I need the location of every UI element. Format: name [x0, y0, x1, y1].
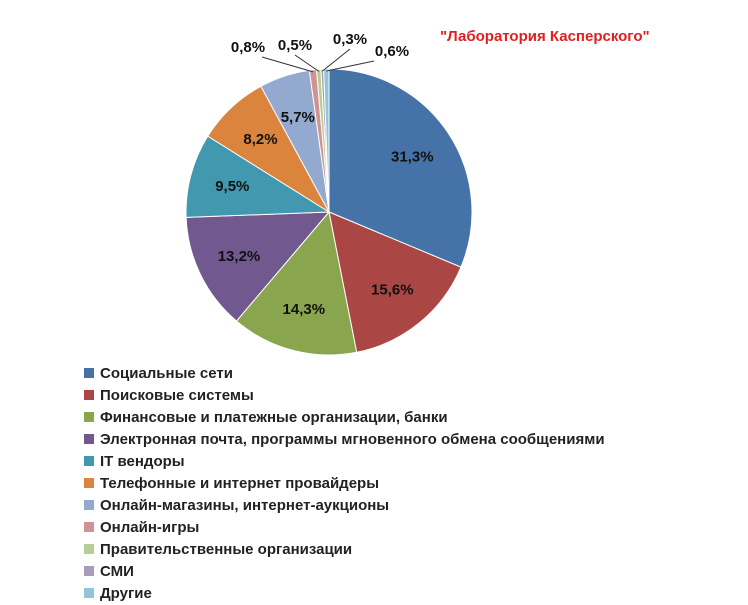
- legend-swatch: [84, 544, 94, 554]
- legend-item: Правительственные организации: [84, 538, 605, 560]
- legend-swatch: [84, 456, 94, 466]
- legend-label: Правительственные организации: [100, 540, 353, 558]
- leader-line: [261, 56, 314, 73]
- pie-slice: [328, 68, 473, 268]
- legend-label: Онлайн-магазины, интернет-аукционы: [100, 496, 390, 514]
- legend-label: Другие: [100, 584, 152, 602]
- slice-label: 0,8%: [231, 39, 265, 56]
- pie-slices: [185, 68, 473, 356]
- slice-label: 9,5%: [215, 178, 249, 195]
- legend-label: Электронная почта, программы мгновенного…: [100, 430, 605, 448]
- leader-line: [322, 48, 351, 72]
- slice-label: 15,6%: [371, 282, 414, 299]
- slice-label: 14,3%: [283, 301, 326, 318]
- legend: Социальные сети Поисковые системы Финансов…: [84, 362, 605, 604]
- legend-label: Онлайн-игры: [100, 518, 200, 536]
- legend-item: Финансовые и платежные организации, банк…: [84, 406, 605, 428]
- legend-item: СМИ: [84, 560, 605, 582]
- pie-slice: [185, 211, 331, 322]
- pie-slice: [185, 135, 331, 218]
- legend-swatch: [84, 588, 94, 598]
- legend-item: Онлайн-магазины, интернет-аукционы: [84, 494, 605, 516]
- slice-label: 0,3%: [333, 31, 367, 48]
- legend-item: Электронная почта, программы мгновенного…: [84, 428, 605, 450]
- legend-label: Социальные сети: [100, 364, 233, 382]
- slice-label: 5,7%: [281, 109, 315, 126]
- legend-swatch: [84, 368, 94, 378]
- legend-swatch: [84, 478, 94, 488]
- legend-swatch: [84, 500, 94, 510]
- leader-line: [294, 54, 320, 72]
- slice-label: 8,2%: [243, 131, 277, 148]
- leader-lines: [261, 48, 375, 73]
- pie-slice: [235, 210, 358, 356]
- legend-swatch: [84, 566, 94, 576]
- legend-item: Телефонные и интернет провайдеры: [84, 472, 605, 494]
- legend-label: СМИ: [100, 562, 134, 580]
- slice-label: 31,3%: [391, 149, 434, 166]
- legend-swatch: [84, 412, 94, 422]
- legend-item: Поисковые системы: [84, 384, 605, 406]
- legend-item: Социальные сети: [84, 362, 605, 384]
- legend-label: Поисковые системы: [100, 386, 254, 404]
- pie-chart: 31,3% 15,6% 14,3% 13,2% 9,5% 8,2%5,7% 0,8% 0,5%…: [185, 31, 473, 356]
- legend-label: IT вендоры: [100, 452, 185, 470]
- legend-label: Телефонные и интернет провайдеры: [100, 474, 380, 492]
- slice-label: 0,5%: [278, 37, 312, 54]
- slice-labels: 31,3% 15,6% 14,3% 13,2% 9,5% 8,2%5,7% 0,8% 0,5%…: [215, 31, 433, 318]
- legend-label: Финансовые и платежные организации, банк…: [100, 408, 448, 426]
- pie-slice: [323, 68, 330, 213]
- legend-item: IT вендоры: [84, 450, 605, 472]
- legend-swatch: [84, 522, 94, 532]
- slice-label: 13,2%: [218, 248, 261, 265]
- chart-title: "Лаборатория Касперского": [440, 28, 650, 45]
- legend-swatch: [84, 390, 94, 400]
- legend-swatch: [84, 434, 94, 444]
- legend-item: Онлайн-игры: [84, 516, 605, 538]
- leader-line: [326, 60, 375, 72]
- slice-label: 0,6%: [375, 43, 409, 60]
- legend-item: Другие: [84, 582, 605, 604]
- pie-slice: [328, 211, 462, 353]
